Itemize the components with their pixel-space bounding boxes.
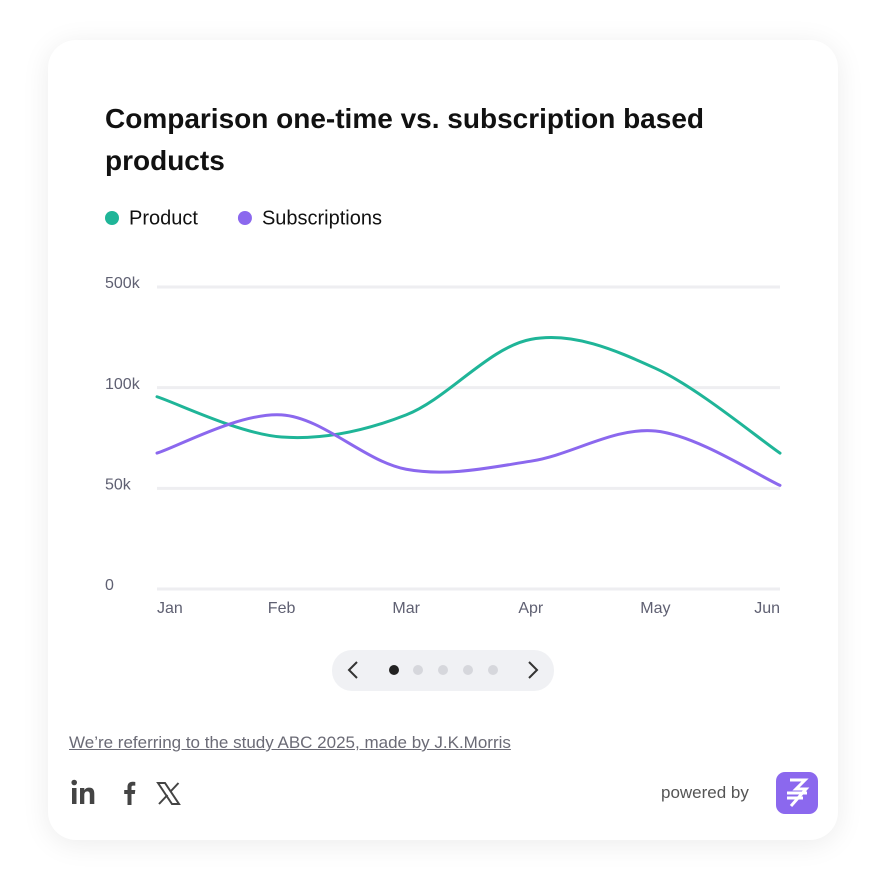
x-tick-label: Jan [157, 600, 183, 617]
source-link[interactable]: We’re referring to the study ABC 2025, m… [69, 733, 511, 752]
card [48, 40, 838, 840]
logo-mark [787, 778, 810, 807]
legend-marker [105, 211, 119, 225]
legend-label: Product [129, 207, 198, 229]
y-tick-label: 100k [105, 376, 141, 393]
pager-dot[interactable] [488, 665, 498, 675]
series-line [155, 336, 782, 455]
legend-label: Subscriptions [262, 207, 382, 229]
x-tick-label: Feb [268, 600, 296, 617]
prev-arrow[interactable] [347, 661, 358, 679]
x-tick-label: Mar [392, 600, 420, 617]
x-icon[interactable] [156, 782, 181, 805]
pager-dot[interactable] [438, 665, 448, 675]
y-tick-label: 0 [105, 577, 114, 594]
x-tick-label: May [640, 600, 670, 617]
y-tick-label: 50k [105, 477, 132, 494]
linkedin-icon[interactable] [71, 779, 95, 805]
pager-dot[interactable] [413, 665, 423, 675]
next-arrow[interactable] [528, 661, 539, 679]
powered-by: powered by [661, 783, 749, 802]
x-tick-label: Jun [754, 600, 780, 617]
facebook-icon[interactable] [124, 781, 136, 805]
legend-marker [237, 211, 252, 225]
x-tick-label: Apr [518, 600, 544, 617]
chart-title: Comparison one-time vs. subscription bas… [105, 103, 705, 176]
y-tick-label: 500k [105, 275, 141, 292]
pager-dot[interactable] [389, 665, 399, 675]
series-line [155, 413, 782, 487]
pager-dot[interactable] [463, 665, 473, 675]
